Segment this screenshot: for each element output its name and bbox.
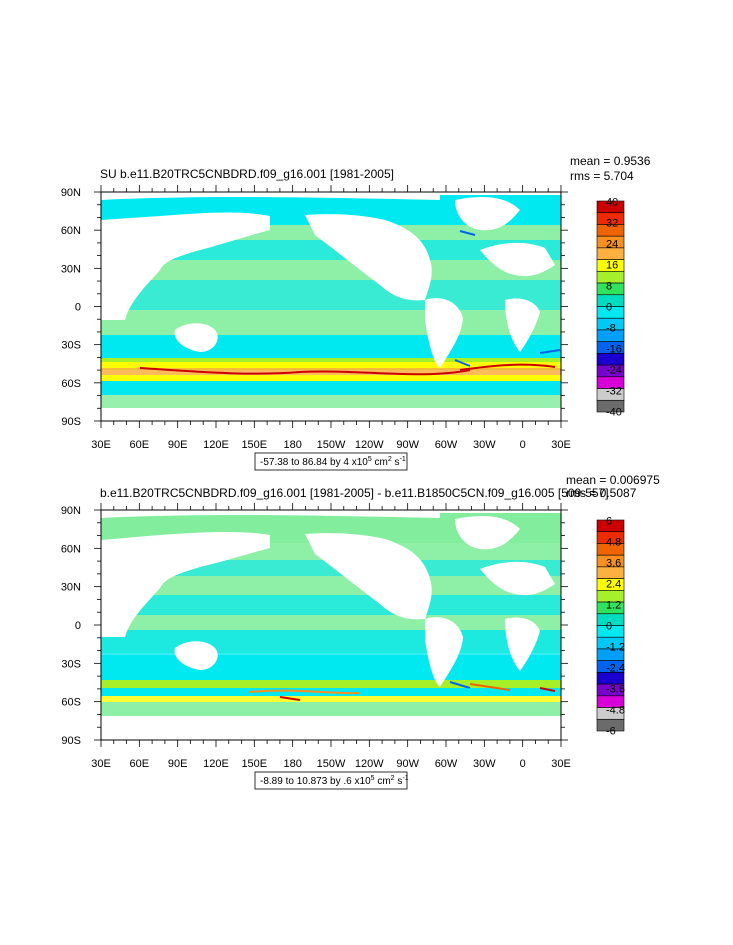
plot-title: SU b.e11.B20TRC5CNBDRD.f09_g16.001 [1981… (100, 167, 394, 181)
y-tick-label: 30S (61, 658, 81, 670)
colorbar-label: 0 (606, 302, 612, 314)
y-tick-label: 90N (61, 505, 81, 517)
map-panel-1-svg: SU b.e11.B20TRC5CNBDRD.f09_g16.001 [1981… (61, 154, 651, 471)
x-tick-label: 60E (130, 439, 150, 451)
colorbar-labels: 6 4.8 3.6 2.4 1.2 0 -1.2 -2.4 -3.6 -4.8 … (606, 516, 625, 738)
rms-stat: rms = 5.704 (570, 169, 634, 183)
range-label: -57.38 to 86.84 by 4 x105 cm2 s-1 (260, 456, 406, 468)
x-tick-label: 120E (203, 758, 229, 770)
x-tick-label: 120W (355, 758, 384, 770)
x-tick-label: 0 (520, 439, 526, 451)
y-axis-ticks: 90N 60N 30N 0 30S 60S 90S (61, 187, 81, 428)
y-tick-label: 30N (61, 263, 81, 275)
x-tick-label: 150W (317, 439, 346, 451)
rms-stat: rms = 0.5087 (566, 486, 637, 500)
axis-tick-marks (94, 185, 568, 428)
x-tick-label: 30E (551, 439, 571, 451)
colorbar-label: 4.8 (606, 537, 621, 549)
colorbar-label: 0 (606, 621, 612, 633)
colorbar-label: -4.8 (606, 705, 625, 717)
x-tick-label: 150E (241, 439, 267, 451)
colorbar-label: 8 (606, 281, 612, 293)
colorbar-label: 24 (606, 239, 618, 251)
range-label-box (254, 771, 408, 790)
colorbar-label: 6 (606, 516, 612, 528)
colorbar-label: -32 (606, 386, 622, 398)
x-tick-label: 180 (284, 758, 302, 770)
colorbar-label: -16 (606, 344, 622, 356)
colorbar-label: -3.6 (606, 684, 625, 696)
range-label-box (254, 452, 408, 471)
colorbar-label: 32 (606, 218, 618, 230)
y-tick-label: 90S (61, 416, 81, 428)
x-axis-ticks: 30E 60E 90E 120E 150E 180 150W 120W 90W … (91, 758, 571, 770)
x-tick-label: 90W (396, 758, 419, 770)
x-tick-label: 180 (284, 439, 302, 451)
colorbar-label: -8 (606, 323, 616, 335)
colorbar-swatch (596, 399, 625, 413)
y-tick-label: 60S (61, 697, 81, 709)
x-tick-label: 90E (168, 439, 188, 451)
y-tick-label: 30S (61, 340, 81, 352)
x-tick-label: 60W (435, 758, 458, 770)
y-tick-label: 90S (61, 735, 81, 747)
colorbar-label: -2.4 (606, 663, 625, 675)
x-tick-label: 150E (241, 758, 267, 770)
map-panel-2: b.e11.B20TRC5CNBDRD.f09_g16.001 [1981-20… (0, 470, 733, 795)
colorbar (596, 519, 625, 732)
colorbar-swatch (596, 718, 625, 732)
map-field (101, 190, 561, 421)
y-tick-label: 0 (75, 620, 81, 632)
colorbar-label: 1.2 (606, 600, 621, 612)
y-tick-label: 30N (61, 582, 81, 594)
x-tick-label: 30W (473, 439, 496, 451)
x-tick-label: 90W (396, 439, 419, 451)
y-tick-label: 60S (61, 378, 81, 390)
colorbar-labels: 40 32 24 16 8 0 -8 -16 -24 -32 -40 (606, 197, 622, 419)
map-panel-1: SU b.e11.B20TRC5CNBDRD.f09_g16.001 [1981… (0, 150, 733, 475)
x-tick-label: 60W (435, 439, 458, 451)
y-axis-ticks: 90N 60N 30N 0 30S 60S 90S (61, 505, 81, 747)
range-label: -8.89 to 10.873 by .6 x105 cm2 s-1 (260, 775, 409, 787)
x-tick-label: 90E (168, 758, 188, 770)
y-tick-label: 60N (61, 225, 81, 237)
colorbar-label: -24 (606, 365, 622, 377)
plot-title: b.e11.B20TRC5CNBDRD.f09_g16.001 [1981-20… (100, 486, 609, 500)
x-tick-label: 30W (473, 758, 496, 770)
x-tick-label: 30E (91, 439, 111, 451)
x-tick-label: 150W (317, 758, 346, 770)
x-tick-label: 120E (203, 439, 229, 451)
map-panel-2-svg: b.e11.B20TRC5CNBDRD.f09_g16.001 [1981-20… (61, 473, 660, 790)
y-tick-label: 0 (75, 302, 81, 314)
y-tick-label: 90N (61, 187, 81, 199)
x-axis-ticks: 30E 60E 90E 120E 150E 180 150W 120W 90W … (91, 439, 571, 451)
colorbar-label: 40 (606, 197, 618, 209)
y-tick-label: 60N (61, 543, 81, 555)
colorbar-label: -1.2 (606, 642, 625, 654)
colorbar (596, 200, 625, 413)
colorbar-label: -6 (606, 726, 616, 738)
colorbar-label: 16 (606, 260, 618, 272)
x-tick-label: 60E (130, 758, 150, 770)
colorbar-label: -40 (606, 407, 622, 419)
x-tick-label: 30E (91, 758, 111, 770)
axis-tick-marks (94, 503, 568, 747)
colorbar-label: 2.4 (606, 579, 621, 591)
map-field (101, 508, 561, 740)
colorbar-label: 3.6 (606, 558, 621, 570)
mean-stat: mean = 0.006975 (566, 473, 660, 487)
mean-stat: mean = 0.9536 (570, 154, 651, 168)
x-tick-label: 0 (520, 758, 526, 770)
x-tick-label: 30E (551, 758, 571, 770)
x-tick-label: 120W (355, 439, 384, 451)
